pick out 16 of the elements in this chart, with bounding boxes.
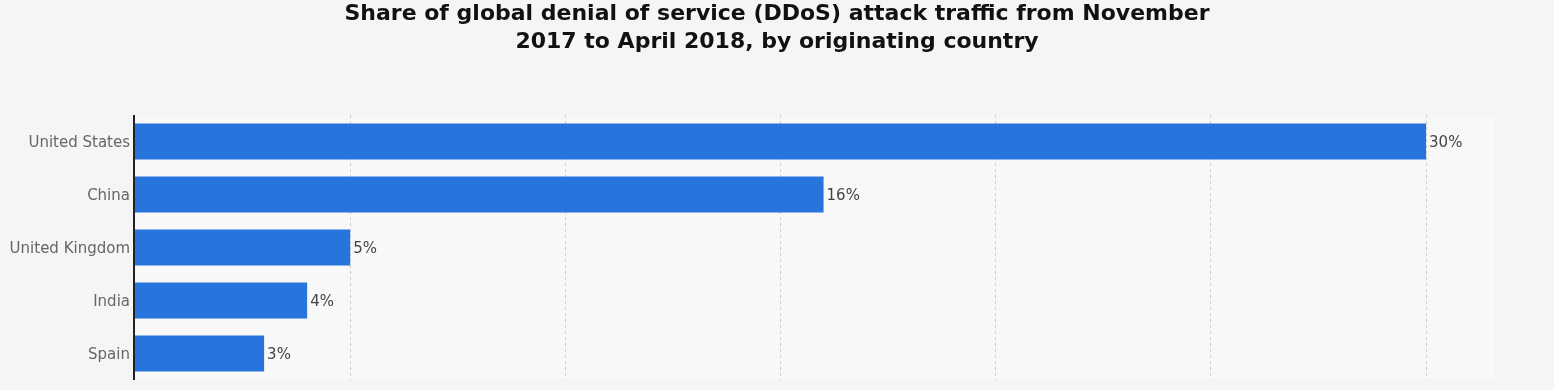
data-label: 30% [1429,132,1463,151]
y-tick-label: Spain [88,344,130,363]
bar [135,335,265,372]
y-tick-label: United States [28,132,131,151]
data-label: 16% [826,185,860,204]
bar [135,176,824,213]
data-label: 4% [310,291,334,310]
data-label: 3% [267,344,291,363]
bar [135,123,1427,160]
y-tick-label: China [87,185,130,204]
y-tick-label: United Kingdom [9,238,130,257]
y-tick-label: India [93,291,130,310]
bar [135,229,351,266]
bar [135,282,308,319]
chart-title: Share of global denial of service (DDoS) attack traffic from November 2017 to April 2018, by originating country [344,0,1210,54]
data-label: 5% [353,238,377,257]
